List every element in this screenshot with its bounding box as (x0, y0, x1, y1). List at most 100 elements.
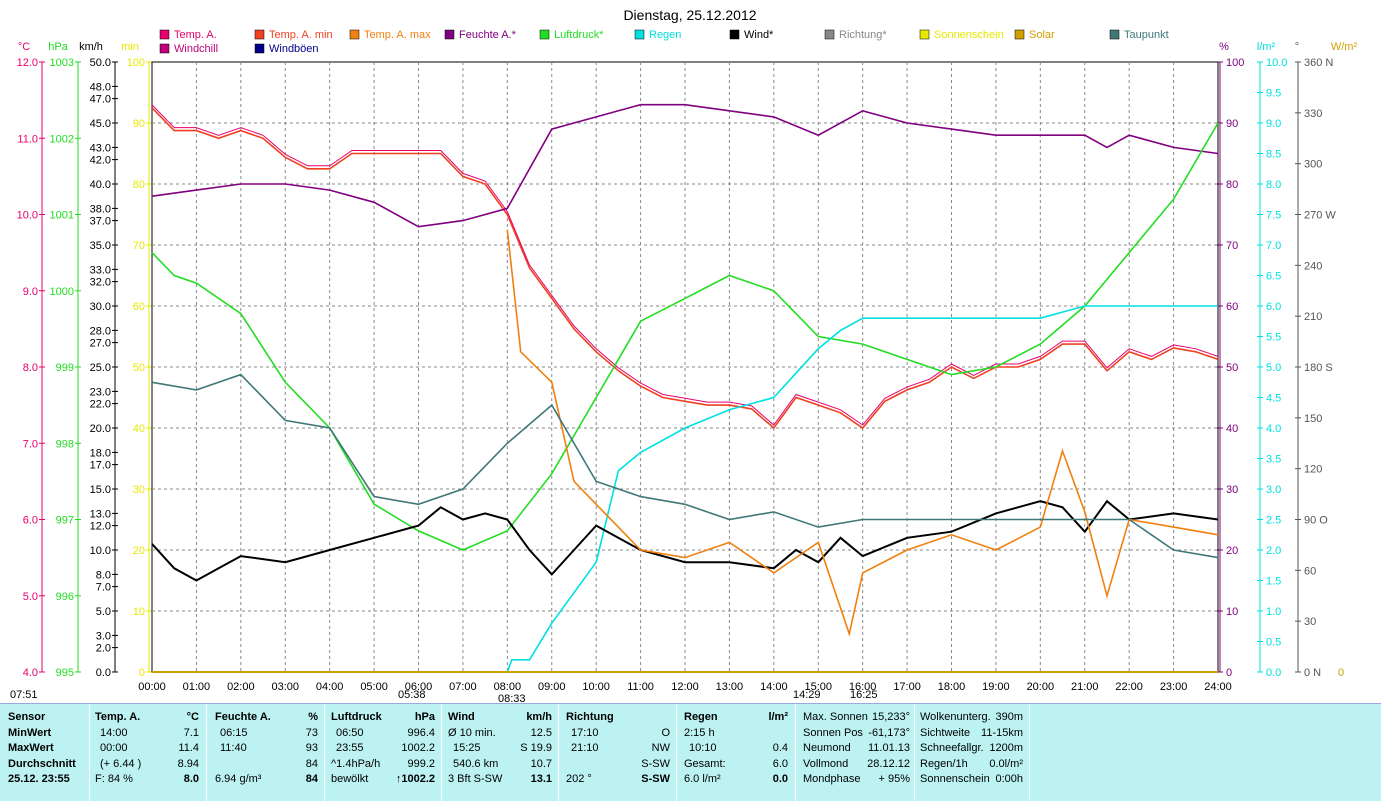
x-tick-label: 10:00 (582, 681, 610, 693)
timestamp: 25.12. 23:55 (8, 773, 70, 785)
axis-tick-label: 997 (56, 515, 74, 527)
legend-swatch (444, 29, 455, 40)
x-tick-label: 00:00 (138, 681, 166, 693)
temp-max-row: 00:00 11.4 (100, 742, 199, 754)
sun-marker-label: 05:38 (398, 689, 426, 701)
axis-tick-label: 0 N (1304, 667, 1321, 679)
x-tick-label: 06:00 (405, 681, 433, 693)
wind-avg10-row: Ø 10 min. 12.5 (448, 726, 552, 739)
axis-tick-label: 1.5 (1266, 576, 1281, 588)
legend-swatch (159, 29, 170, 40)
legend-label: Solar (1029, 29, 1055, 41)
legend-label: Richtung* (839, 29, 887, 41)
sun-marker-label: 14:29 (793, 689, 821, 701)
axis-tick-label: 330 (1304, 108, 1322, 120)
axis-tick-label: 20.0 (90, 423, 111, 435)
axis-tick-label: 90 O (1304, 515, 1328, 527)
axis-tick-label: 996 (56, 591, 74, 603)
rain-footer-row: 6.0 l/m² 0.0 (684, 773, 788, 785)
axis-unit-label: W/m² (1331, 41, 1358, 53)
x-tick-label: 16:00 (849, 681, 877, 693)
axis-tick-label: 17.0 (90, 460, 111, 472)
axis-tick-label: 10 (1226, 606, 1238, 618)
axis-tick-label: 6.0 (23, 515, 38, 527)
legend-swatch (1109, 29, 1120, 40)
axis-tick-label: 100 (127, 57, 145, 69)
series (151, 103, 1219, 673)
legend-swatch (919, 29, 930, 40)
axis-tick-label: 32.0 (90, 277, 111, 289)
axis-tick-label: 8.5 (1266, 149, 1281, 161)
solar-tick-label: 0 (1338, 667, 1344, 679)
summary-panel: Sensor MinWert MaxWert Durchschnitt 25.1… (0, 703, 1381, 801)
axis-tick-label: 33.0 (90, 264, 111, 276)
gridlines (152, 62, 1218, 672)
axis-tick-label: 8.0 (96, 569, 111, 581)
sun-markers: 07:51 05:38 08:33 14:29 16:25 (10, 689, 878, 703)
axis-tick-label: 240 (1304, 260, 1322, 272)
chart-title: Dienstag, 25.12.2012 (623, 7, 756, 23)
axis-tick-label: 10 (133, 606, 145, 618)
astro-row-1: Sonnen Pos -61,173° (803, 726, 910, 739)
rain-total-row: Gesamt: 6.0 (684, 757, 788, 770)
legend-label: Luftdruck* (554, 29, 604, 41)
axis-tick-label: 45.0 (90, 118, 111, 130)
min-label: MinWert (8, 726, 52, 739)
axis-tick-label: 11.0 (17, 133, 38, 145)
axis-tick-label: 4.0 (23, 667, 38, 679)
axis-unit-label: % (1219, 41, 1229, 53)
wind-max-row: 15:25 S 19.9 (453, 742, 552, 754)
legend-label: Windböen (269, 43, 319, 55)
temp-footer-row: F: 84 % 8.0 (95, 773, 199, 785)
humidity-footer-row: 6.94 g/m³ 84 (215, 773, 318, 785)
series-luftdruck (151, 122, 1219, 551)
axis-tick-label: 180 S (1304, 362, 1333, 374)
axis-tick-label: 1001 (50, 210, 74, 222)
axis-tick-label: 60 (1226, 301, 1238, 313)
legend: Temp. A. Temp. A. min Temp. A. max Feuchte … (159, 29, 1169, 55)
sun-marker-label: 07:51 (10, 689, 38, 701)
astro-row-4: Mondphase + 95% (803, 773, 910, 785)
axis-tick-label: 7.0 (23, 438, 38, 450)
rain-header: Regen l/m² (684, 711, 788, 723)
axis-tick-label: 10.0 (1266, 57, 1287, 69)
legend-swatch (539, 29, 550, 40)
axis-tick-label: 70 (1226, 240, 1238, 252)
astro-row-0: Max. Sonnen 15,233° (803, 711, 910, 723)
series-windchill (151, 104, 1219, 426)
series-feuchte-a (151, 103, 1219, 228)
pressure-header: Luftdruck hPa (331, 711, 435, 723)
direction-avg-row: S-SW (641, 757, 670, 770)
axis-tick-label: 120 (1304, 464, 1322, 476)
legend-label: Taupunkt (1124, 29, 1169, 41)
axis-tick-label: 9.5 (1266, 88, 1281, 100)
legend-label: Wind* (744, 29, 774, 41)
axis-tick-label: 300 (1304, 159, 1322, 171)
humidity-header: Feuchte A.% (215, 711, 318, 723)
axis-tick-label: 10.0 (17, 210, 38, 222)
axis-tick-label: 2.5 (1266, 515, 1281, 527)
axis-tick-label: 1000 (50, 286, 74, 298)
axis-tick-label: 70 (133, 240, 145, 252)
axis-tick-label: 47.0 (90, 94, 111, 106)
temp-min-row: 14:00 7.1 (100, 726, 199, 739)
axis-tick-label: 995 (56, 667, 74, 679)
axis-tick-label: 60 (1304, 565, 1316, 577)
x-tick-label: 09:00 (538, 681, 566, 693)
axis-tick-label: 360 N (1304, 57, 1333, 69)
astro-row-3: Vollmond 28.12.12 (803, 757, 910, 770)
axes: 00:00 01:00 02:00 03:00 04:00 05:00 06:00 07:00… (17, 41, 1358, 693)
direction-column: Richtung 17:10 O 21:10 NW S-SW 202 ° S-SW (566, 710, 670, 788)
pressure-avg-row: ^1.4hPa/h 999.2 (331, 757, 435, 770)
axis-tick-label: 12.0 (17, 57, 38, 69)
x-tick-label: 24:00 (1204, 681, 1232, 693)
axis-tick-label: 50 (133, 362, 145, 374)
axis-tick-label: 6.5 (1266, 271, 1281, 283)
axis-tick-label: 5.0 (96, 606, 111, 618)
avg-label: Durchschnitt (8, 757, 76, 770)
axis-tick-label: 43.0 (90, 142, 111, 154)
axis-tick-label: 3.0 (96, 630, 111, 642)
humidity-max-row: 11:40 93 (220, 742, 318, 754)
axis-unit-label: km/h (79, 41, 103, 53)
extra-row-1: Sichtweite 11-15km (920, 726, 1023, 739)
